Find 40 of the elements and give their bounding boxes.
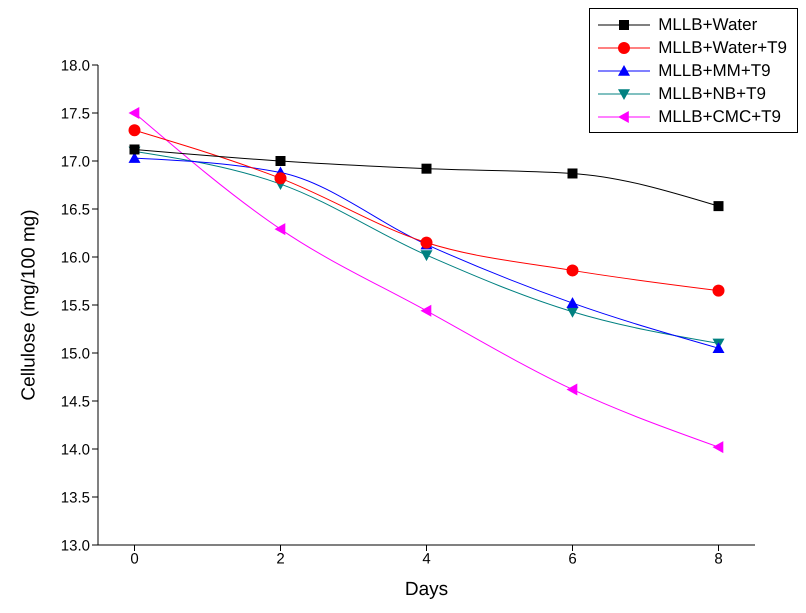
point	[566, 264, 578, 276]
point	[566, 383, 578, 396]
point	[714, 201, 724, 212]
y-tick-label: 13.5	[60, 489, 90, 506]
point	[422, 164, 432, 174]
point	[566, 297, 578, 308]
y-tick-label: 15.0	[60, 345, 90, 362]
y-tick-label: 13.0	[60, 537, 90, 554]
y-tick-label: 15.5	[60, 297, 90, 314]
point	[274, 172, 286, 184]
y-tick-label: 16.5	[60, 201, 90, 218]
legend-label: MLLB+CMC+T9	[658, 106, 782, 126]
legend-label: MLLB+Water	[658, 14, 758, 34]
legend-label: MLLB+Water+T9	[658, 38, 787, 58]
x-tick-label: 0	[130, 550, 139, 568]
legend-label: MLLB+MM+T9	[658, 60, 771, 80]
x-tick-label: 6	[568, 550, 577, 568]
x-tick-label: 8	[714, 550, 723, 568]
point	[420, 304, 432, 317]
point	[274, 223, 286, 236]
legend-label: MLLB+NB+T9	[658, 84, 766, 104]
y-tick-label: 14.0	[60, 441, 90, 458]
y-tick-label: 14.5	[60, 393, 90, 410]
point	[128, 124, 140, 136]
x-tick-label: 2	[276, 550, 285, 568]
point	[568, 168, 578, 178]
point	[128, 107, 140, 119]
point	[712, 441, 724, 454]
x-tick-label: 4	[422, 550, 431, 568]
point	[420, 250, 432, 262]
point	[712, 342, 724, 353]
point	[130, 144, 140, 154]
point	[276, 156, 286, 166]
y-tick-label: 16.0	[60, 249, 90, 266]
y-axis-title: Cellulose (mg/100 mg)	[18, 209, 40, 401]
y-tick-label: 17.5	[60, 105, 90, 122]
y-tick-label: 18.0	[60, 57, 90, 74]
y-tick-label: 17.0	[60, 153, 90, 170]
point	[712, 284, 724, 297]
x-axis-title: Days	[404, 579, 448, 600]
